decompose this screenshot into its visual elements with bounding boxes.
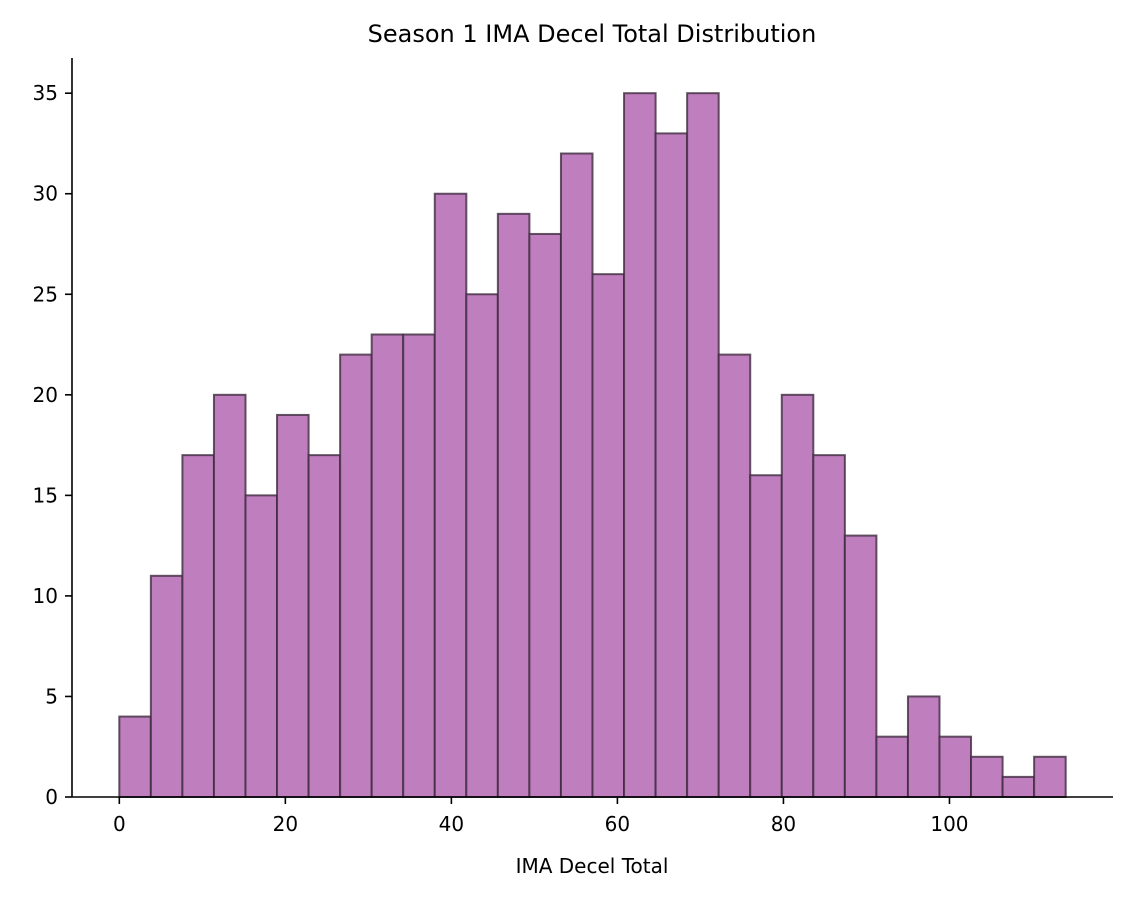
- histogram-bar: [276, 413, 310, 798]
- x-ticks-group: 0 20 40 60 80 100: [113, 797, 969, 836]
- histogram-bar: [181, 454, 215, 798]
- y-tick-label: 15: [33, 483, 58, 507]
- x-tick-label: 40: [439, 812, 464, 836]
- histogram-bar: [906, 695, 941, 799]
- x-tick-label: 0: [113, 812, 126, 836]
- histogram-bar: [402, 333, 436, 798]
- histogram-bar: [812, 454, 846, 798]
- y-tick-label: 35: [33, 81, 58, 105]
- x-tick-label: 60: [605, 812, 630, 836]
- x-tick-label: 80: [771, 812, 796, 836]
- histogram-bar: [149, 574, 184, 799]
- histogram-bar: [1001, 775, 1036, 799]
- histogram-bar: [623, 92, 657, 798]
- x-axis-title: IMA Decel Total: [516, 854, 669, 878]
- histogram-bar: [307, 454, 342, 798]
- histogram-bar: [843, 534, 878, 798]
- histogram-bar: [528, 232, 562, 798]
- histogram-bar: [780, 393, 815, 798]
- x-tick-label: 100: [930, 812, 968, 836]
- histogram-bar: [686, 92, 720, 798]
- histogram-bar: [118, 715, 152, 799]
- y-tick-label: 10: [33, 584, 58, 608]
- histogram-bar: [339, 353, 373, 798]
- histogram-bar: [591, 273, 626, 799]
- histogram-bar: [875, 735, 909, 798]
- x-tick-label: 20: [273, 812, 298, 836]
- histogram-bar: [654, 132, 689, 799]
- histogram-bar: [370, 333, 405, 798]
- histogram-bar: [212, 393, 247, 798]
- bars-group: [118, 92, 1067, 799]
- histogram-bar: [1033, 755, 1067, 798]
- histogram-bar: [749, 474, 783, 798]
- axes-group: [71, 58, 1113, 798]
- y-tick-label: 5: [45, 684, 58, 708]
- histogram-bar: [970, 755, 1004, 798]
- histogram-bar: [465, 293, 499, 798]
- histogram-bar: [559, 152, 594, 798]
- histogram-bar: [717, 353, 752, 798]
- histogram-bar: [244, 494, 279, 798]
- chart-title: Season 1 IMA Decel Total Distribution: [368, 20, 817, 48]
- y-tick-label: 0: [45, 785, 58, 809]
- histogram-bar: [433, 192, 468, 799]
- histogram-bar: [938, 735, 973, 798]
- y-tick-label: 25: [33, 282, 58, 306]
- y-tick-label: 30: [33, 182, 58, 206]
- histogram-bar: [496, 212, 531, 798]
- y-ticks-group: 0 5 10 15 20 25 30 35: [33, 81, 72, 809]
- y-tick-label: 20: [33, 383, 58, 407]
